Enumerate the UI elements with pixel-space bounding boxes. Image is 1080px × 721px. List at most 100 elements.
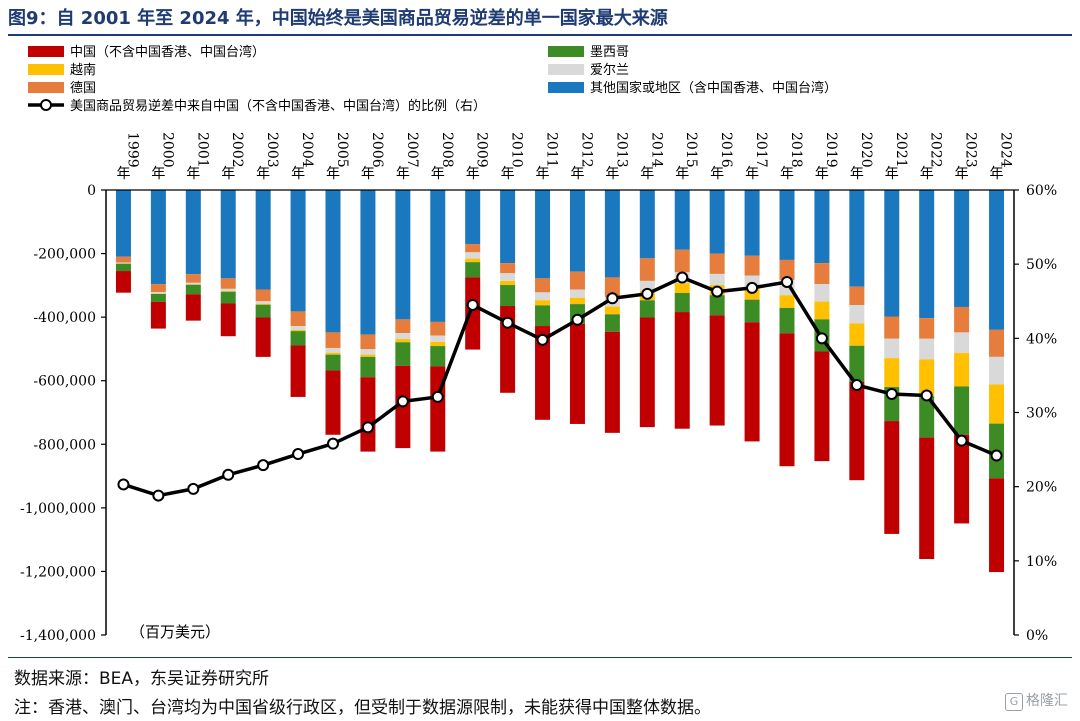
ratio-point bbox=[222, 468, 235, 481]
bar-墨西哥 bbox=[535, 305, 551, 327]
y2-tick-label: 50% bbox=[1026, 257, 1057, 273]
x-tick-year: 2005 bbox=[334, 132, 350, 168]
x-tick-suffix: 年 bbox=[920, 166, 934, 182]
y-tick-label: -1,200,000 bbox=[20, 564, 96, 580]
bar-其他国家或地区-含中国香港-中国台湾- bbox=[115, 190, 131, 257]
bar-墨西哥 bbox=[849, 345, 865, 382]
bar-其他国家或地区-含中国香港-中国台湾- bbox=[395, 190, 411, 320]
bar-越南 bbox=[604, 306, 620, 315]
ratio-point bbox=[676, 271, 689, 284]
bar-中国-不含中国香港-中国台湾- bbox=[500, 306, 516, 393]
bar-墨西哥 bbox=[185, 284, 201, 295]
bar-中国-不含中国香港-中国台湾- bbox=[185, 294, 201, 321]
x-tick-suffix: 年 bbox=[536, 166, 550, 182]
bar-爱尔兰 bbox=[569, 289, 585, 298]
ratio-point bbox=[885, 387, 898, 400]
x-tick-suffix: 年 bbox=[116, 166, 130, 182]
bar-越南 bbox=[430, 341, 446, 347]
bar-德国 bbox=[674, 249, 690, 273]
bar-其他国家或地区-含中国香港-中国台湾- bbox=[919, 190, 935, 319]
bar-爱尔兰 bbox=[150, 292, 166, 294]
bar-越南 bbox=[500, 280, 516, 286]
bar-其他国家或地区-含中国香港-中国台湾- bbox=[989, 190, 1005, 330]
x-tick-year: 2008 bbox=[439, 132, 455, 168]
bar-德国 bbox=[465, 244, 481, 253]
legend-swatch bbox=[28, 82, 64, 93]
bar-越南 bbox=[220, 291, 236, 292]
bar-墨西哥 bbox=[954, 386, 970, 435]
x-tick-suffix: 年 bbox=[501, 166, 515, 182]
ratio-point bbox=[396, 395, 409, 408]
y-axis-left: 0 -200,000 -400,000 -600,000 -800,000 -1,000,… bbox=[20, 183, 106, 644]
y-tick-label: -1,000,000 bbox=[20, 501, 96, 517]
legend-swatch bbox=[548, 46, 584, 57]
bar-德国 bbox=[395, 319, 411, 334]
y-tick-label: 0 bbox=[87, 183, 96, 199]
legend-label: 美国商品贸易逆差中来自中国（不含中国香港、中国台湾）的比例（右） bbox=[70, 98, 486, 114]
x-tick-year: 2022 bbox=[928, 132, 944, 168]
x-tick-suffix: 年 bbox=[640, 166, 654, 182]
y2-tick-label: 60% bbox=[1026, 183, 1057, 199]
x-tick-suffix: 年 bbox=[291, 166, 305, 182]
bar-德国 bbox=[150, 284, 166, 293]
ratio-point bbox=[711, 285, 724, 298]
bar-德国 bbox=[430, 321, 446, 336]
footnote: 注：香港、澳门、台湾均为中国省级行政区，但受制于数据源限制，未能获得中国整体数据… bbox=[14, 698, 711, 718]
bar-其他国家或地区-含中国香港-中国台湾- bbox=[290, 190, 306, 312]
ratio-point bbox=[920, 389, 933, 402]
x-tick-suffix: 年 bbox=[990, 166, 1004, 182]
bar-墨西哥 bbox=[325, 354, 341, 371]
bar-越南 bbox=[255, 303, 271, 305]
x-tick-suffix: 年 bbox=[466, 166, 480, 182]
ratio-point bbox=[466, 298, 479, 311]
bar-德国 bbox=[569, 271, 585, 290]
bar-其他国家或地区-含中国香港-中国台湾- bbox=[814, 190, 830, 264]
bar-墨西哥 bbox=[674, 292, 690, 313]
bar-德国 bbox=[500, 263, 516, 274]
y-tick-label: -200,000 bbox=[33, 247, 96, 263]
bar-爱尔兰 bbox=[989, 356, 1005, 385]
bar-中国-不含中国香港-中国台湾- bbox=[290, 345, 306, 397]
bar-越南 bbox=[395, 339, 411, 343]
legend-swatch bbox=[548, 82, 584, 93]
x-tick-year: 2010 bbox=[509, 132, 525, 168]
x-tick-year: 2017 bbox=[753, 132, 769, 168]
bar-其他国家或地区-含中国香港-中国台湾- bbox=[884, 190, 900, 317]
bar-德国 bbox=[604, 277, 620, 298]
bar-爱尔兰 bbox=[954, 332, 970, 354]
bar-其他国家或地区-含中国香港-中国台湾- bbox=[465, 190, 481, 245]
figure-title: 图9：自 2001 年至 2024 年，中国始终是美国商品贸易逆差的单一国家最大… bbox=[8, 8, 668, 29]
bar-中国-不含中国香港-中国台湾- bbox=[989, 478, 1005, 573]
bar-爱尔兰 bbox=[814, 284, 830, 302]
ratio-point bbox=[257, 459, 270, 472]
y2-tick-label: 30% bbox=[1026, 406, 1057, 422]
bar-中国-不含中国香港-中国台湾- bbox=[569, 323, 585, 424]
bar-中国-不含中国香港-中国台湾- bbox=[674, 312, 690, 429]
bar-中国-不含中国香港-中国台湾- bbox=[954, 434, 970, 524]
bar-爱尔兰 bbox=[255, 301, 271, 304]
y-tick-label: -600,000 bbox=[33, 374, 96, 390]
bar-越南 bbox=[814, 301, 830, 320]
x-tick-suffix: 年 bbox=[955, 166, 969, 182]
bar-爱尔兰 bbox=[535, 292, 551, 301]
bar-爱尔兰 bbox=[709, 273, 725, 286]
bar-墨西哥 bbox=[604, 314, 620, 332]
bar-中国-不含中国香港-中国台湾- bbox=[255, 317, 271, 357]
legend-line-marker bbox=[40, 99, 52, 111]
bar-墨西哥 bbox=[360, 356, 376, 378]
bar-爱尔兰 bbox=[395, 333, 411, 340]
bar-墨西哥 bbox=[639, 300, 655, 318]
